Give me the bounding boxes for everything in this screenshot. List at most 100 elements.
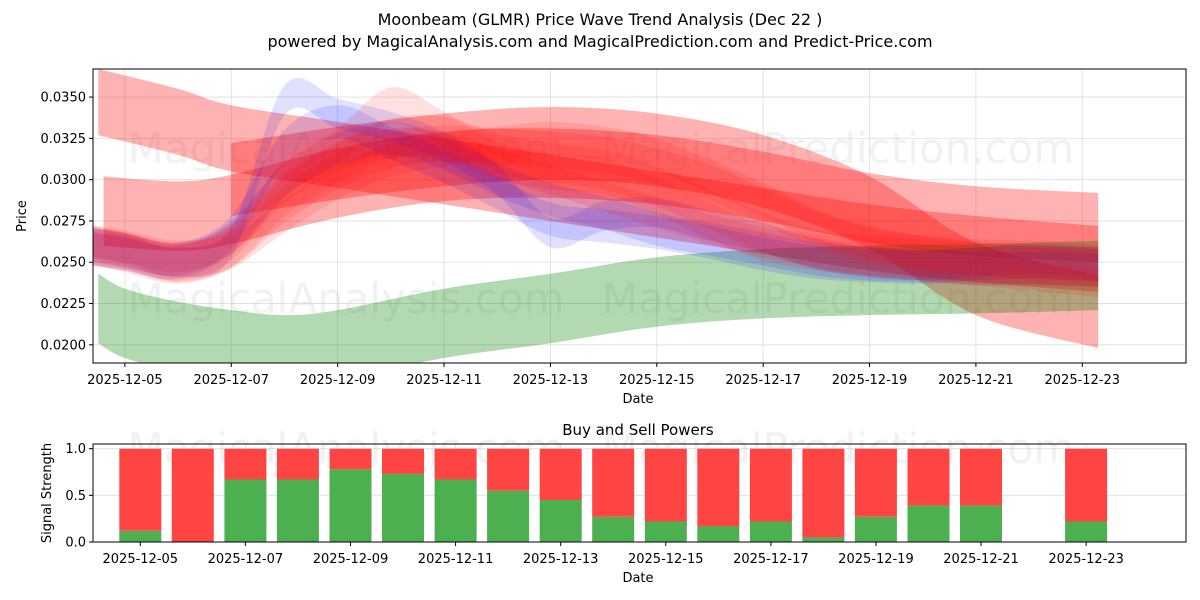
chart-title: Moonbeam (GLMR) Price Wave Trend Analysi… [378, 10, 823, 29]
signal-x-tick-label: 2025-12-13 [523, 552, 599, 567]
price-x-axis-label: Date [622, 392, 653, 407]
watermark-analysis-top: MagicalAnalysis.com [128, 124, 565, 173]
price-y-tick-label: 0.0250 [41, 256, 87, 271]
sell-bar-2025-12-20 [907, 448, 950, 506]
price-x-tick-label: 2025-12-11 [406, 373, 482, 388]
signal-x-tick-label: 2025-12-15 [628, 552, 704, 567]
price-y-tick-label: 0.0200 [41, 338, 87, 353]
price-y-ticks: 0.0200 0.0225 0.0250 0.0275 0.0300 0.0325 0.03… [41, 91, 93, 353]
buy-bar-2025-12-07 [224, 479, 267, 542]
sell-bar-2025-12-05 [119, 448, 162, 531]
price-x-tick-label: 2025-12-17 [725, 373, 801, 388]
signal-chart-title: Buy and Sell Powers [562, 421, 714, 439]
sell-bar-2025-12-19 [854, 448, 897, 517]
buy-bar-2025-12-05 [119, 530, 162, 542]
price-y-tick-label: 0.0325 [41, 132, 87, 147]
signal-x-tick-label: 2025-12-17 [733, 552, 809, 567]
price-y-tick-label: 0.0350 [41, 91, 87, 106]
sell-bar-2025-12-09 [329, 448, 372, 470]
signal-bars [119, 448, 1108, 542]
price-x-tick-label: 2025-12-15 [619, 373, 695, 388]
blue-wave-2 [93, 105, 1099, 284]
signal-x-tick-label: 2025-12-09 [313, 552, 389, 567]
price-plot-frame [92, 68, 1187, 364]
sell-bar-2025-12-21 [960, 448, 1002, 506]
signal-y-tick-label: 0.0 [65, 536, 86, 551]
signal-plot-frame [92, 443, 1187, 543]
sell-bar-2025-12-06 [171, 448, 214, 542]
price-x-tick-label: 2025-12-21 [938, 373, 1014, 388]
sell-bar-2025-12-15 [644, 448, 687, 522]
blue-wave-1 [93, 78, 1099, 281]
price-x-tick-label: 2025-12-07 [194, 373, 270, 388]
price-chart-panel: MagicalAnalysis.com MagicalPrediction.co… [15, 68, 1187, 407]
signal-x-axis-label: Date [622, 571, 653, 586]
watermark-prediction-top: MagicalPrediction.com [602, 124, 1075, 173]
signal-x-tick-label: 2025-12-21 [943, 552, 1019, 567]
price-x-ticks: 2025-12-05 2025-12-07 2025-12-09 2025-12-11… [87, 363, 1120, 388]
buy-bar-2025-12-15 [644, 521, 687, 542]
sell-bar-2025-12-08 [276, 448, 319, 480]
buy-bar-2025-12-12 [487, 490, 530, 542]
buy-bar-2025-12-20 [907, 505, 950, 542]
signal-y-axis-label: Signal Strength [40, 443, 55, 543]
red-wave-1 [93, 87, 1099, 287]
signal-x-tick-label: 2025-12-23 [1048, 552, 1124, 567]
signal-chart-panel: Buy and Sell Powers MagicalAnalysis.com … [40, 421, 1187, 586]
chart-subtitle: powered by MagicalAnalysis.com and Magic… [267, 32, 932, 51]
buy-bar-2025-12-13 [539, 500, 582, 542]
buy-bar-2025-12-17 [749, 521, 792, 542]
sell-bar-2025-12-10 [382, 448, 424, 474]
buy-bar-2025-12-09 [329, 469, 372, 542]
blue-wave-3 [93, 121, 1099, 287]
sell-bar-2025-12-18 [802, 448, 845, 538]
signal-y-ticks: 0.0 0.5 1.0 [65, 442, 93, 551]
sell-bar-2025-12-07 [224, 448, 267, 480]
price-x-tick-label: 2025-12-09 [300, 373, 376, 388]
signal-x-tick-label: 2025-12-05 [103, 552, 179, 567]
signal-x-tick-label: 2025-12-11 [418, 552, 494, 567]
sell-bar-2025-12-14 [592, 448, 635, 517]
buy-bar-2025-12-11 [434, 479, 477, 542]
sell-bar-2025-12-16 [697, 448, 740, 527]
buy-bar-2025-12-21 [960, 505, 1002, 542]
buy-bar-2025-12-18 [802, 537, 845, 542]
sell-bar-2025-12-11 [434, 448, 477, 480]
price-grid [93, 69, 1186, 363]
price-y-tick-label: 0.0275 [41, 214, 87, 229]
watermark-analysis-mid: MagicalAnalysis.com [128, 274, 565, 323]
green-band [98, 240, 1099, 363]
red-band-low [231, 107, 1099, 349]
buy-bar-2025-12-08 [276, 479, 319, 542]
red-wave-2 [93, 125, 1099, 281]
red-band-mid [103, 128, 1099, 263]
price-watermarks: MagicalAnalysis.com MagicalPrediction.co… [128, 124, 1075, 323]
signal-x-tick-label: 2025-12-07 [208, 552, 284, 567]
signal-y-tick-label: 0.5 [65, 489, 86, 504]
signal-x-ticks: 2025-12-05 2025-12-07 2025-12-09 2025-12-11… [103, 542, 1124, 567]
buy-bar-2025-12-19 [854, 516, 897, 542]
sell-bar-2025-12-13 [539, 448, 582, 500]
price-y-axis-label: Price [15, 200, 30, 232]
price-y-tick-label: 0.0300 [41, 173, 87, 188]
watermark-prediction-mid: MagicalPrediction.com [602, 274, 1075, 323]
signal-y-tick-label: 1.0 [65, 442, 86, 457]
sell-bar-2025-12-12 [487, 448, 530, 491]
price-x-tick-label: 2025-12-19 [832, 373, 908, 388]
red-wave-4 [93, 115, 1099, 286]
price-x-tick-label: 2025-12-13 [513, 373, 589, 388]
price-x-tick-label: 2025-12-23 [1045, 373, 1121, 388]
signal-x-tick-label: 2025-12-19 [838, 552, 914, 567]
buy-bar-2025-12-23 [1065, 521, 1108, 542]
sell-bar-2025-12-17 [749, 448, 792, 522]
red-band-wide-top [98, 69, 1099, 292]
red-wave-5 [93, 127, 1099, 297]
red-wave-3 [93, 121, 1099, 283]
price-x-tick-label: 2025-12-05 [87, 373, 163, 388]
sell-bar-2025-12-23 [1065, 448, 1108, 522]
buy-bar-2025-12-10 [382, 473, 424, 542]
price-bands [93, 69, 1099, 363]
buy-bar-2025-12-14 [592, 516, 635, 542]
price-y-tick-label: 0.0225 [41, 297, 87, 312]
